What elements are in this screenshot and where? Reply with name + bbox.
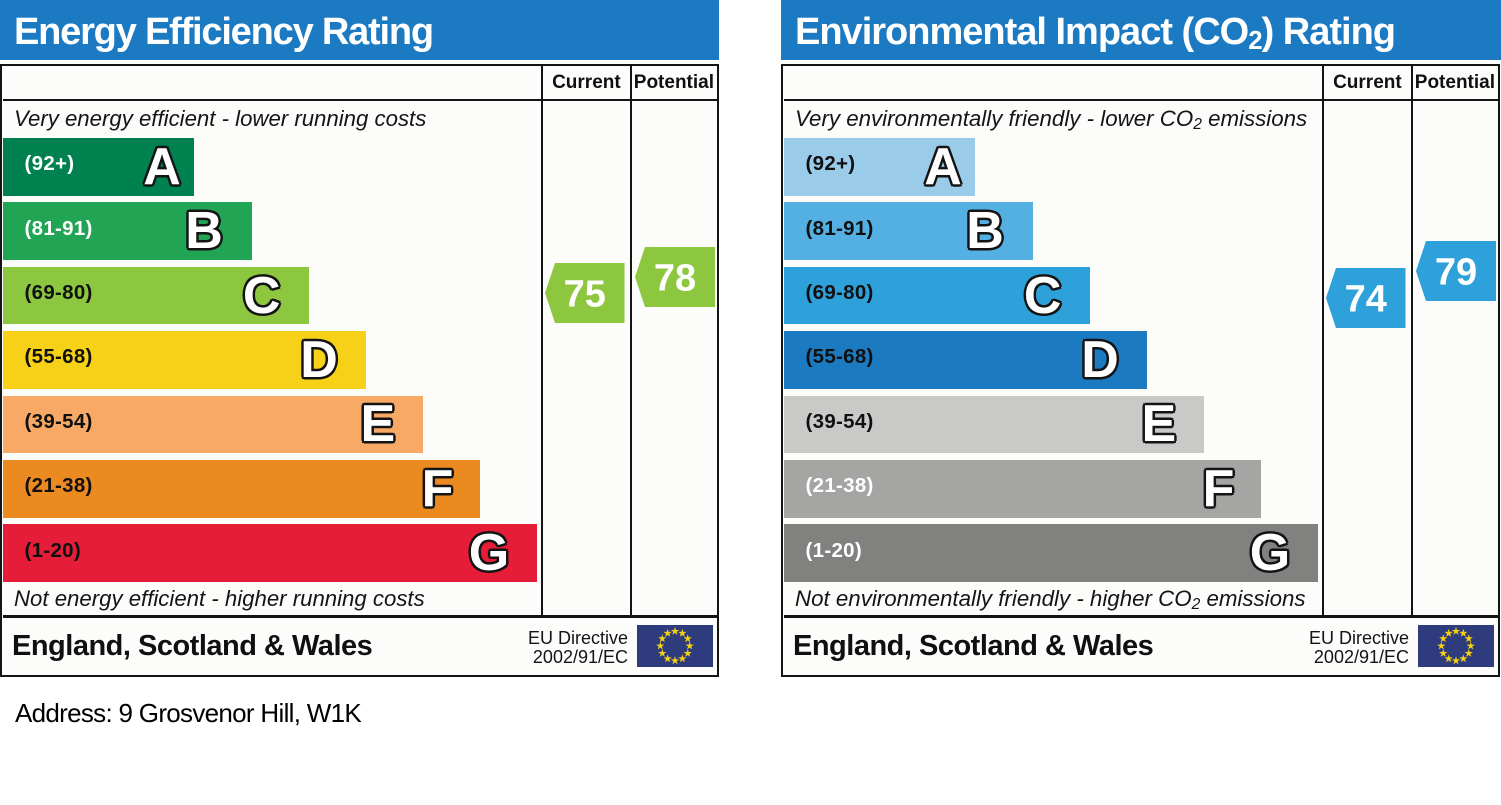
svg-text:75: 75 [564, 274, 606, 316]
svg-text:74: 74 [1345, 279, 1387, 321]
svg-text:79: 79 [1434, 252, 1476, 294]
svg-text:78: 78 [653, 258, 695, 300]
